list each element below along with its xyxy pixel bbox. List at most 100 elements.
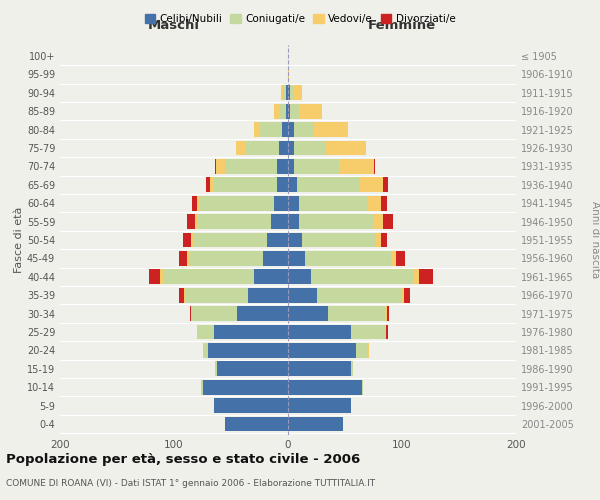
Bar [294,122,314,137]
Bar [288,178,297,192]
Bar [263,251,288,266]
Bar [184,288,185,302]
Bar [217,362,288,376]
Bar [288,362,350,376]
Bar [185,288,248,302]
Bar [382,232,387,248]
Bar [215,159,216,174]
Bar [286,86,288,100]
Bar [288,86,290,100]
Bar [311,270,413,284]
Bar [190,306,191,321]
Bar [373,214,383,229]
Bar [197,214,271,229]
Bar [192,196,197,210]
Bar [288,67,289,82]
Bar [340,159,373,174]
Bar [274,196,288,210]
Bar [413,270,419,284]
Bar [288,270,311,284]
Bar [149,270,160,284]
Bar [288,251,305,266]
Bar [385,324,386,340]
Bar [368,343,369,357]
Bar [382,196,387,210]
Bar [283,122,288,137]
Bar [387,306,389,321]
Bar [208,343,288,357]
Text: COMUNE DI ROANA (VI) - Dati ISTAT 1° gennaio 2006 - Elaborazione TUTTITALIA.IT: COMUNE DI ROANA (VI) - Dati ISTAT 1° gen… [6,479,375,488]
Bar [277,159,288,174]
Bar [245,140,279,156]
Bar [383,214,393,229]
Bar [383,178,388,192]
Bar [288,104,290,118]
Bar [281,86,283,100]
Bar [290,86,293,100]
Bar [288,416,343,432]
Bar [179,288,184,302]
Bar [288,122,294,137]
Bar [356,343,368,357]
Bar [187,251,189,266]
Bar [248,288,288,302]
Text: Femmine: Femmine [368,19,436,32]
Bar [214,324,288,340]
Bar [288,398,350,413]
Bar [286,104,288,118]
Text: Popolazione per età, sesso e stato civile - 2006: Popolazione per età, sesso e stato civil… [6,452,360,466]
Bar [350,362,353,376]
Bar [191,306,236,321]
Bar [215,362,217,376]
Bar [254,122,260,137]
Bar [288,214,299,229]
Bar [271,214,288,229]
Bar [391,251,397,266]
Bar [294,159,340,174]
Bar [385,306,387,321]
Bar [317,288,402,302]
Bar [302,232,376,248]
Bar [299,196,368,210]
Bar [268,232,288,248]
Bar [203,380,288,394]
Bar [360,178,383,192]
Bar [328,306,385,321]
Y-axis label: Anni di nascita: Anni di nascita [590,202,600,278]
Bar [193,232,268,248]
Bar [288,380,362,394]
Bar [274,104,280,118]
Y-axis label: Fasce di età: Fasce di età [14,207,24,273]
Bar [402,288,404,302]
Bar [200,196,274,210]
Bar [226,159,277,174]
Bar [183,232,191,248]
Bar [404,288,410,302]
Bar [299,214,373,229]
Bar [280,104,286,118]
Bar [160,270,163,284]
Bar [202,380,203,394]
Bar [299,104,322,118]
Bar [191,232,193,248]
Bar [297,178,360,192]
Bar [254,270,288,284]
Bar [260,122,283,137]
Bar [189,251,263,266]
Bar [214,178,277,192]
Bar [373,159,374,174]
Bar [236,140,245,156]
Bar [211,178,214,192]
Bar [288,196,299,210]
Bar [288,306,328,321]
Bar [326,140,365,156]
Bar [279,140,288,156]
Bar [288,288,317,302]
Bar [386,324,388,340]
Legend: Celibi/Nubili, Coniugati/e, Vedovi/e, Divorziati/e: Celibi/Nubili, Coniugati/e, Vedovi/e, Di… [140,10,460,29]
Bar [376,232,382,248]
Bar [163,270,254,284]
Bar [314,122,349,137]
Bar [288,140,294,156]
Bar [203,343,208,357]
